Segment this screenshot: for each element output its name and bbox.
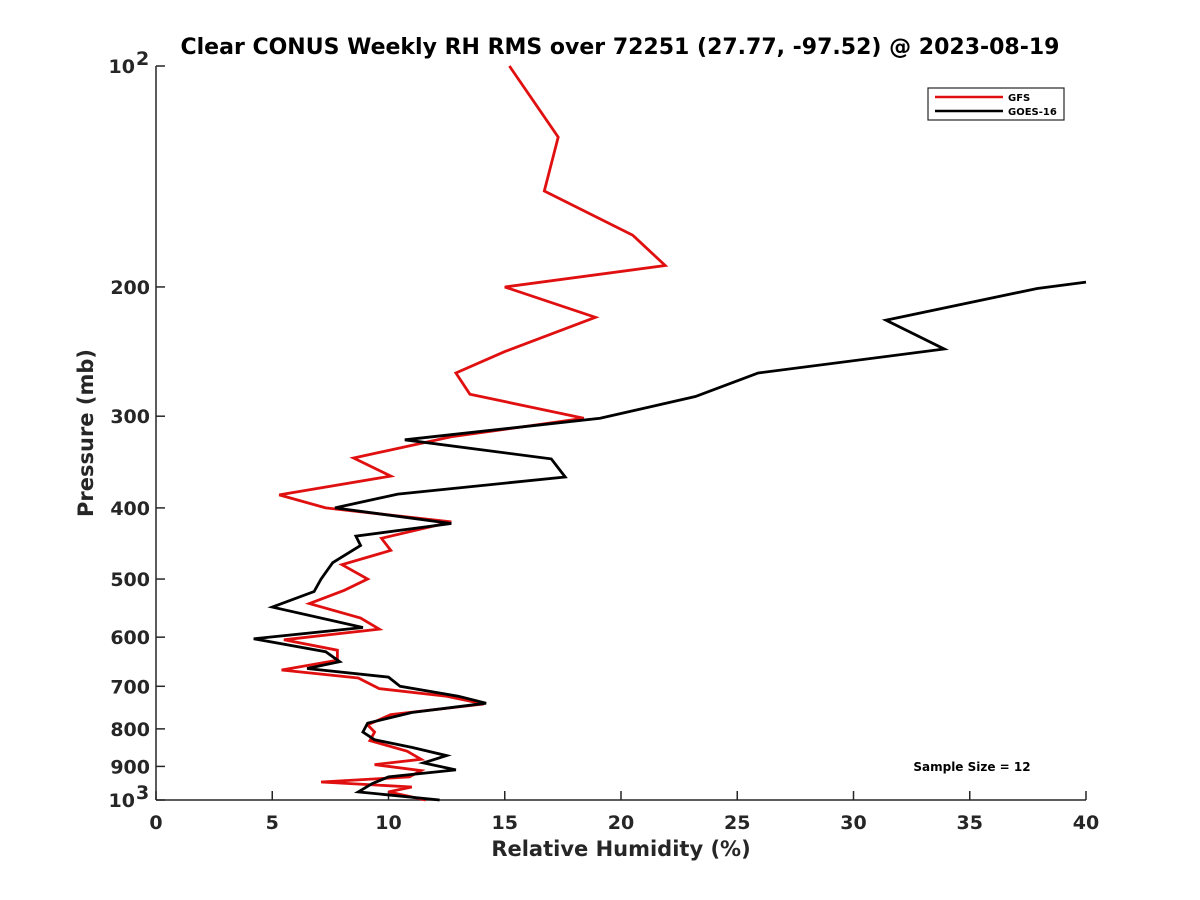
- chart-title: Clear CONUS Weekly RH RMS over 72251 (27…: [181, 35, 1060, 60]
- y-tick-label: 10: [109, 56, 135, 78]
- sample-size-annotation: Sample Size = 12: [913, 760, 1030, 774]
- x-tick-label: 25: [724, 812, 750, 834]
- x-tick-label: 0: [149, 812, 162, 834]
- y-tick-label: 900: [110, 756, 150, 778]
- x-tick-label: 40: [1073, 812, 1099, 834]
- legend: GFS GOES-16: [927, 87, 1065, 121]
- plot-area: 0 5 10 15 20 25 30 35 40 10 220030040050060070080…: [109, 48, 1100, 834]
- x-tick-label: 20: [608, 812, 634, 834]
- y-tick-label: 500: [110, 569, 150, 591]
- y-tick-label: 200: [110, 277, 150, 299]
- y-tick-label: 800: [110, 719, 150, 741]
- x-tick-label: 15: [492, 812, 518, 834]
- legend-box: [927, 87, 1065, 121]
- x-tick-label: 5: [266, 812, 279, 834]
- x-axis-label: Relative Humidity (%): [491, 837, 750, 861]
- x-ticks: 0 5 10 15 20 25 30 35 40: [149, 791, 1099, 834]
- x-tick-label: 30: [840, 812, 866, 834]
- legend-label-goes-16: GOES-16: [1008, 107, 1057, 118]
- x-tick-label: 35: [957, 812, 983, 834]
- y-axis-label: Pressure (mb): [74, 349, 98, 517]
- x-tick-label: 10: [375, 812, 401, 834]
- y-tick-exponent: 2: [136, 48, 149, 70]
- y-tick-label: 400: [110, 498, 150, 520]
- y-tick-exponent: 3: [136, 782, 149, 804]
- series-lines: [253, 65, 1087, 802]
- y-tick-label: 300: [110, 406, 150, 428]
- y-tick-label: 10: [109, 790, 135, 812]
- series-line-goes-16: [253, 280, 1087, 802]
- y-tick-label: 600: [110, 627, 150, 649]
- y-tick-label: 700: [110, 676, 150, 698]
- series-line-gfs: [278, 65, 669, 802]
- legend-label-gfs: GFS: [1008, 93, 1030, 104]
